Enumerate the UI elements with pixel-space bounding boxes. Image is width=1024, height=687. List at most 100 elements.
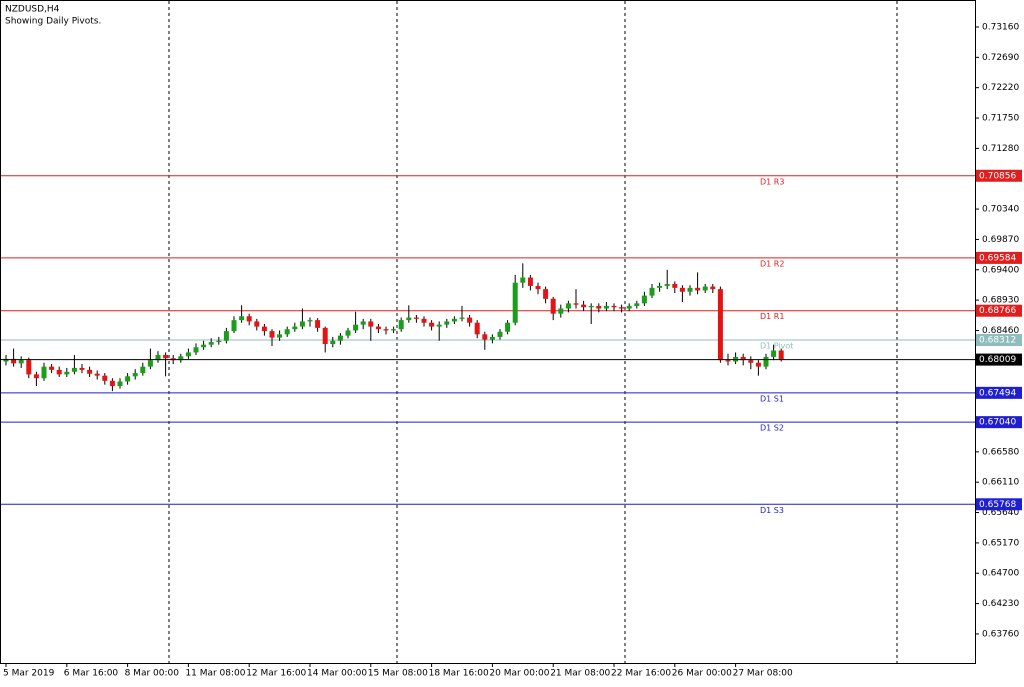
candle-body (216, 340, 222, 343)
pivot-name: D1 S3 (760, 506, 784, 515)
candle-body (49, 366, 55, 370)
candle-body (444, 321, 450, 325)
candle-body (239, 316, 245, 321)
candle-body (497, 331, 503, 337)
x-tick-label: 8 Mar 00:00 (125, 669, 180, 679)
candle-body (664, 283, 670, 286)
x-tick-label: 26 Mar 00:00 (672, 669, 732, 679)
candle-body (125, 376, 131, 382)
x-tick-label: 22 Mar 16:00 (611, 669, 671, 679)
candle-body (383, 329, 389, 331)
candle-body (368, 321, 374, 327)
candle-body (474, 322, 480, 335)
candle-body (581, 304, 587, 308)
pivot-name: D1 R3 (760, 177, 784, 186)
candle-body (254, 321, 260, 327)
candle-body (459, 317, 465, 319)
pivot-box (976, 416, 1022, 429)
candle-body (679, 287, 685, 292)
candle-body (261, 326, 267, 332)
pivot-name: D1 Pivot (760, 342, 793, 351)
pivot-box (976, 498, 1022, 511)
candle-body (558, 308, 564, 314)
candle-body (208, 342, 214, 345)
candle-body (429, 322, 435, 327)
candle-body (520, 277, 526, 283)
pivot-value: 0.67040 (979, 418, 1016, 428)
y-tick-label: 0.69870 (982, 235, 1019, 245)
x-tick-label: 14 Mar 00:00 (307, 669, 367, 679)
candle-body (702, 286, 708, 291)
candle-body (360, 321, 366, 325)
y-tick-label: 0.63760 (982, 629, 1019, 639)
candle-body (375, 326, 381, 330)
candle-body (611, 305, 617, 308)
y-tick-label: 0.66580 (982, 447, 1019, 457)
candle-body (687, 287, 693, 292)
y-tick-label: 0.68460 (982, 326, 1019, 336)
candle-body (565, 303, 571, 309)
candle-body (603, 305, 609, 309)
candle-body (315, 320, 321, 328)
y-tick-label: 0.71280 (982, 144, 1019, 154)
candle-body (725, 360, 731, 362)
candle-body (573, 303, 579, 305)
last-price-box (976, 353, 1022, 366)
pivot-value: 0.68766 (979, 306, 1016, 316)
y-tick-label: 0.71750 (982, 114, 1019, 124)
candle-body (717, 289, 723, 361)
candle-body (3, 358, 9, 362)
x-tick-label: 11 Mar 08:00 (185, 669, 245, 679)
y-tick-label: 0.72690 (982, 53, 1019, 63)
candle-body (413, 317, 419, 319)
pivot-name: D1 S2 (760, 424, 784, 433)
candle-body (436, 324, 442, 327)
candle-body (79, 367, 85, 370)
x-tick-label: 27 Mar 08:00 (733, 669, 793, 679)
candle-body (292, 326, 298, 330)
candle-body (634, 303, 640, 306)
candle-body (140, 366, 146, 374)
candle-body (18, 360, 24, 364)
pivot-name: D1 R1 (760, 312, 784, 321)
candle-body (596, 305, 602, 309)
candle-body (467, 317, 473, 323)
y-tick-label: 0.72220 (982, 83, 1019, 93)
candle-body (322, 327, 328, 345)
candle-body (71, 367, 77, 372)
pivot-value: 0.68312 (979, 336, 1016, 346)
candle-body (269, 331, 275, 338)
candle-body (132, 373, 138, 377)
candle-body (299, 321, 305, 327)
pivot-box (976, 169, 1022, 182)
candle-body (550, 298, 556, 314)
candle-body (193, 347, 199, 353)
candle-body (277, 334, 283, 338)
candle-body (337, 335, 343, 341)
candle-body (641, 295, 647, 304)
last-price-value: 0.68009 (979, 355, 1016, 365)
candle-body (231, 320, 237, 332)
candle-body (391, 329, 397, 331)
pivot-box (976, 251, 1022, 264)
candle-body (710, 286, 716, 290)
candle-body (626, 305, 632, 309)
candle-body (543, 289, 549, 299)
y-tick-label: 0.64700 (982, 569, 1019, 579)
candle-body (489, 336, 495, 340)
candle-body (451, 318, 457, 322)
candle-body (163, 355, 169, 359)
candle-body (178, 356, 184, 361)
x-tick-label: 15 Mar 08:00 (368, 669, 428, 679)
y-tick-label: 0.70340 (982, 205, 1019, 215)
candle-body (185, 352, 191, 357)
candle-body (109, 380, 115, 386)
candle-body (330, 340, 336, 345)
pivot-value: 0.65768 (979, 500, 1016, 510)
candle-body (740, 356, 746, 361)
candle-body (527, 277, 533, 286)
y-tick-label: 0.65170 (982, 538, 1019, 548)
x-tick-label: 12 Mar 16:00 (246, 669, 306, 679)
x-tick-label: 18 Mar 16:00 (429, 669, 489, 679)
